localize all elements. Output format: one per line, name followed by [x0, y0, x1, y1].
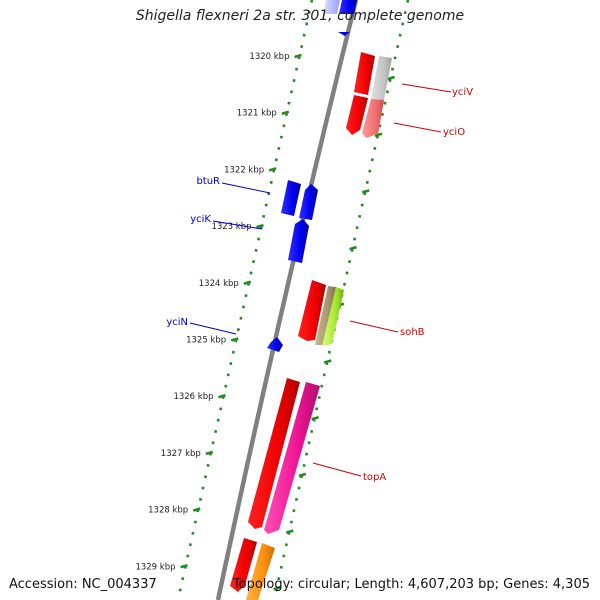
gene-label-sohB[interactable]: sohB [400, 327, 425, 338]
gene-label-yciV[interactable]: yciV [452, 87, 473, 98]
tick-label: 1325 kbp [186, 336, 226, 346]
gene-label-yciN[interactable]: yciN [166, 317, 188, 328]
tick-mark [361, 189, 370, 194]
gene-label-yciK[interactable]: yciK [190, 214, 211, 225]
tick-mark [387, 75, 395, 81]
tick-label: 1327 kbp [161, 449, 201, 459]
leader-yciN [189, 322, 237, 335]
gene-label-btuR[interactable]: btuR [196, 176, 220, 187]
tick-mark [311, 415, 319, 421]
gene-yciN[interactable] [267, 337, 283, 352]
tick-label: 1326 kbp [173, 392, 213, 402]
tick-label: 1323 kbp [211, 222, 251, 232]
leader-yciO [393, 122, 442, 133]
gene-yciO[interactable] [346, 95, 368, 135]
map-title: Shigella flexneri 2a str. 301, complete … [135, 8, 465, 24]
gene-grey-feature[interactable] [371, 56, 392, 100]
tick-mark [281, 110, 290, 115]
tick-label: 1329 kbp [135, 562, 175, 572]
tick-mark [180, 564, 188, 569]
ruler-outer [272, 0, 410, 600]
gene-label-topA[interactable]: topA [363, 472, 386, 483]
tick-label: 1321 kbp [237, 109, 277, 119]
tick-mark [298, 472, 307, 478]
leader-btuR [221, 182, 271, 194]
gene-pink-feature[interactable] [362, 99, 384, 138]
tick-mark [218, 393, 226, 399]
accession-text: Accession: NC_004337 [9, 577, 157, 592]
gene-lime-feature[interactable] [322, 287, 344, 346]
genome-backbone [215, 0, 359, 600]
leader-topA [312, 462, 362, 477]
genome-summary: Topology: circular; Length: 4,607,203 bp… [232, 577, 590, 592]
tick-mark [294, 53, 302, 59]
tick-mark [268, 167, 277, 172]
gene-magenta-feature[interactable] [264, 382, 320, 534]
leader-yciK [212, 220, 263, 230]
tick-mark [273, 586, 281, 591]
tick-label: 1324 kbp [199, 279, 239, 289]
tick-mark [192, 507, 201, 512]
leader-sohB [349, 320, 399, 333]
tick-mark [349, 245, 357, 251]
tick-mark [256, 223, 264, 229]
gene-yciK[interactable] [299, 184, 318, 220]
gene-partial-top-reverse [339, 0, 357, 14]
tick-label: 1328 kbp [148, 506, 188, 516]
gene-olive-feature[interactable] [315, 286, 336, 345]
tick-labels: 1320 kbp 1321 kbp 1322 kbp 1323 kbp 1324 kbp… [135, 52, 289, 572]
tick-label: 1322 kbp [224, 165, 264, 175]
leader-yciV [401, 83, 452, 93]
gene-topA[interactable] [248, 378, 300, 529]
gene-label-yciO[interactable]: yciO [443, 127, 465, 138]
tick-mark [230, 337, 239, 342]
gene-bottom-orange[interactable] [246, 543, 275, 600]
gene-bottom-red[interactable] [230, 538, 257, 592]
tick-mark [285, 529, 294, 534]
tick-mark [323, 359, 332, 364]
tick-mark [374, 132, 383, 137]
tick-mark [243, 280, 252, 286]
gene-partial-top-arrowhead [338, 32, 350, 36]
tick-marks [180, 53, 395, 591]
gene-blue-feature[interactable] [288, 219, 309, 263]
gene-btuR[interactable] [281, 180, 301, 216]
tick-mark [205, 450, 214, 456]
gene-yciV[interactable] [354, 52, 375, 95]
tick-label: 1320 kbp [249, 52, 289, 62]
ruler-inner [176, 0, 314, 600]
gene-partial-top-reverse [324, 0, 340, 14]
gene-sohB[interactable] [298, 280, 326, 341]
